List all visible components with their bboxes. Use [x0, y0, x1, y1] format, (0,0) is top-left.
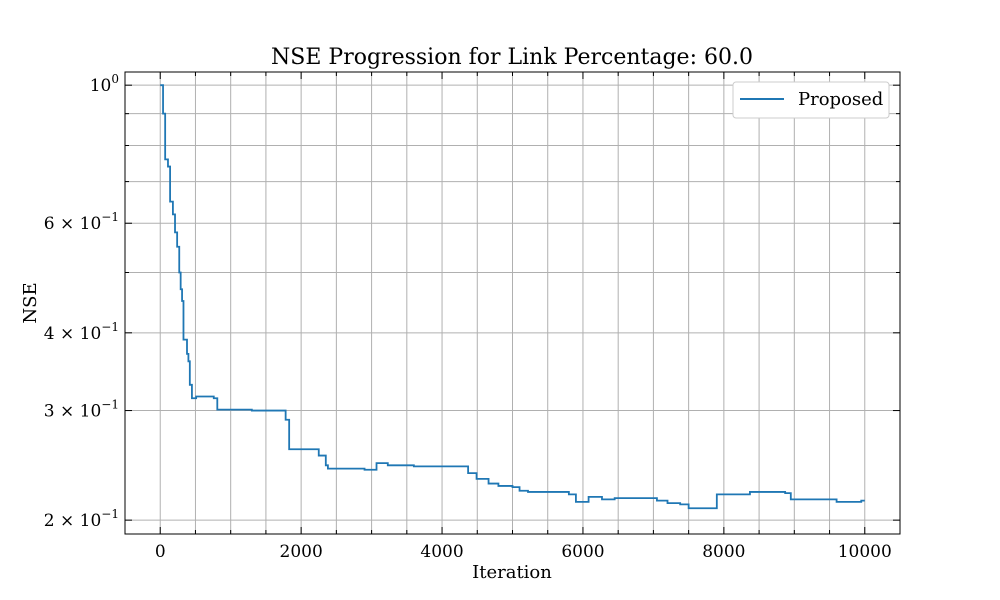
- legend-box: [732, 81, 890, 119]
- y-axis-label: NSE: [20, 282, 41, 323]
- x-tick-label: 2000: [280, 542, 323, 562]
- x-tick-label: 8000: [702, 542, 745, 562]
- x-tick-label: 10000: [838, 542, 892, 562]
- tick-layer: 0 2000 4000 6000 8000 10000 100 6 × 10−1 4 × 10−…: [44, 72, 900, 562]
- chart-title: NSE Progression for Link Percentage: 60.…: [271, 45, 753, 70]
- series-line-proposed: [160, 84, 865, 510]
- y-tick-label: 3 × 10−1: [44, 398, 119, 422]
- x-tick-label: 0: [155, 542, 166, 562]
- y-tick-label: 100: [90, 72, 119, 96]
- y-tick-label: 4 × 10−1: [44, 320, 119, 344]
- x-tick-label: 4000: [420, 542, 463, 562]
- legend: Proposed: [732, 81, 890, 119]
- x-tick-label: 6000: [561, 542, 604, 562]
- x-axis-label: Iteration: [472, 562, 552, 583]
- y-tick-label: 6 × 10−1: [44, 210, 119, 234]
- legend-label-proposed: Proposed: [798, 89, 883, 110]
- series-layer: [160, 84, 865, 510]
- y-tick-label: 2 × 10−1: [44, 507, 119, 531]
- grid-layer: [125, 72, 900, 534]
